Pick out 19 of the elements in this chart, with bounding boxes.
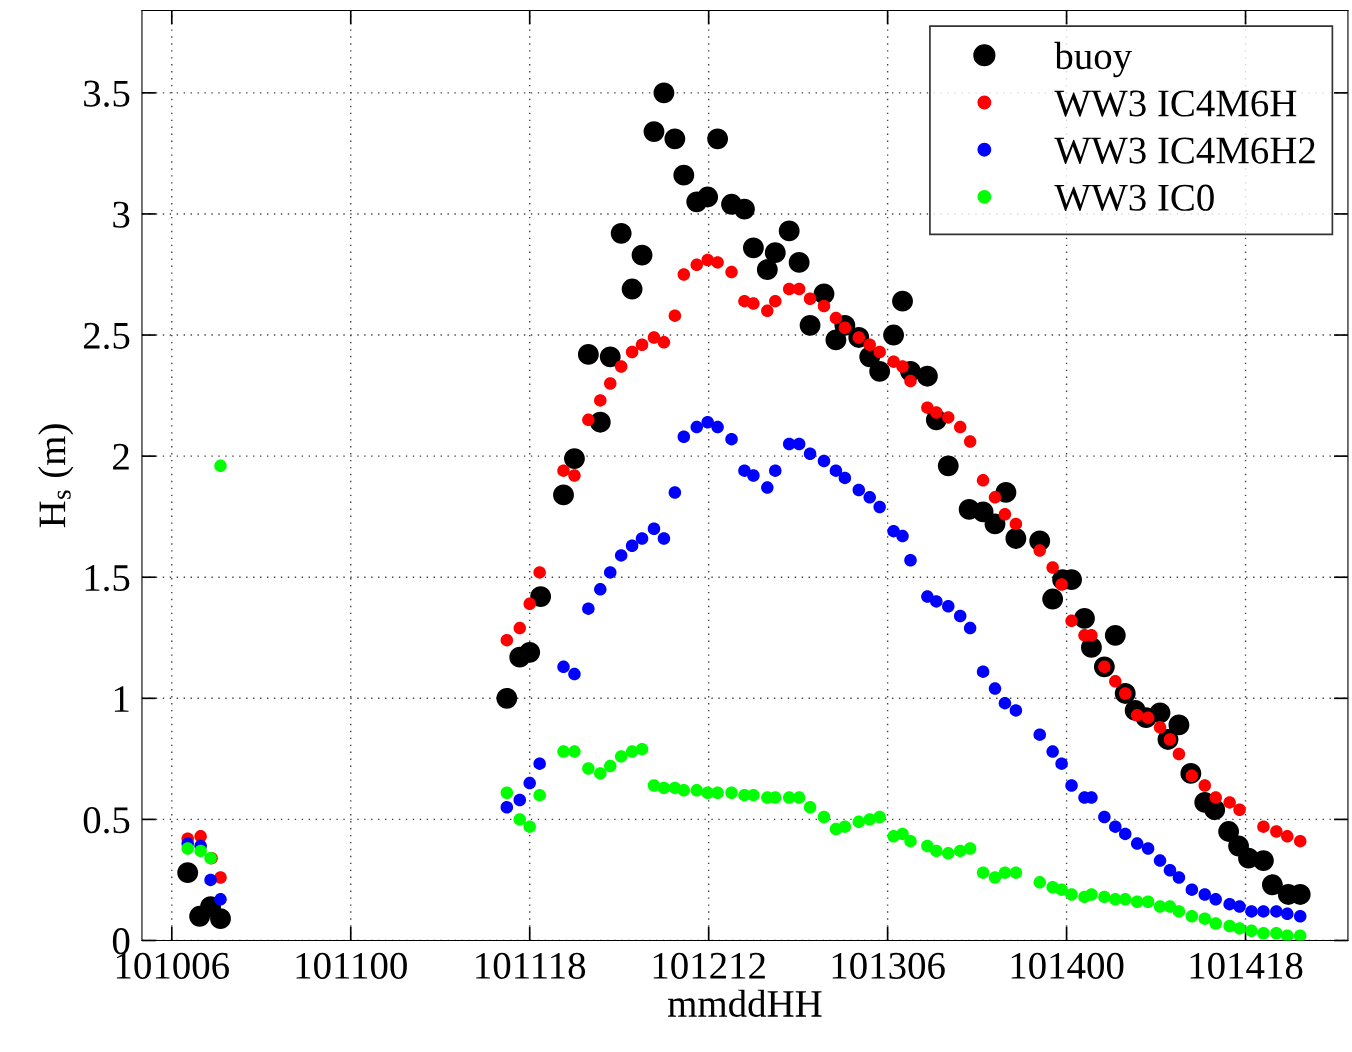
y-tick-label: 0.5 [83,807,130,834]
y-tick-label: 2 [113,443,129,470]
x-tick-label: 101100 [296,952,407,979]
x-tick-label: 101418 [1190,952,1303,979]
y-axis-title: H$_{s}$ (m) [38,424,74,528]
y-tick-label: 3.5 [84,80,130,107]
y-tick-label: 1 [114,686,129,712]
x-tick-label: 101306 [832,952,945,979]
legend-label: buoy [1054,41,1132,78]
x-tick-label: 101118 [476,952,586,979]
y-tick-label: 1.5 [85,565,130,592]
y-tick-label: 3 [113,201,130,228]
legend-label: WW3 IC0 [1054,184,1214,212]
legend-label: WW3 IC4M6H [1054,90,1297,117]
x-axis-title: mmddHH [667,989,822,1018]
x-tick-label: 101212 [653,952,765,979]
y-tick-label: 2.5 [83,322,130,350]
x-tick-label: 101400 [1011,952,1124,979]
legend-label: WW3 IC4M6H2 [1054,137,1315,164]
